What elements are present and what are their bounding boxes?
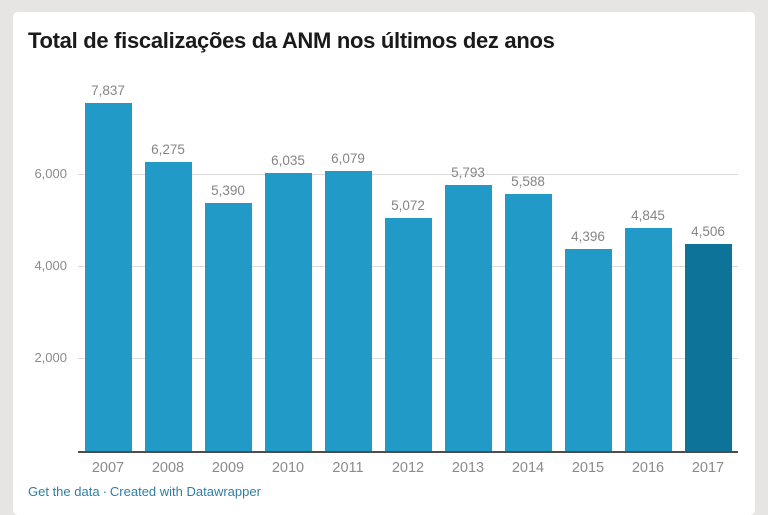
y-tick-label: 2,000 xyxy=(34,350,67,365)
bar-group: 4,396 xyxy=(558,83,618,451)
bar-group: 6,275 xyxy=(138,83,198,451)
bar[interactable] xyxy=(444,184,492,451)
x-tick-label: 2011 xyxy=(332,460,364,476)
bar-value-label: 5,588 xyxy=(511,173,545,189)
x-tick-label: 2014 xyxy=(511,460,545,476)
bar-group: 5,072 xyxy=(378,83,438,451)
x-tick-label: 2017 xyxy=(691,460,725,476)
y-tick-label: 6,000 xyxy=(34,166,67,181)
bar-group: 6,079 xyxy=(318,83,378,451)
bar[interactable] xyxy=(144,162,192,451)
bar[interactable] xyxy=(204,203,252,451)
get-the-data-link[interactable]: Get the data xyxy=(28,484,100,499)
bar[interactable] xyxy=(324,171,372,451)
bar-group: 4,506 xyxy=(678,83,738,451)
bar-group: 5,390 xyxy=(198,83,258,451)
bar[interactable] xyxy=(504,193,552,451)
x-tick-label: 2008 xyxy=(151,460,185,476)
x-tick-label: 2010 xyxy=(271,460,305,476)
bar[interactable] xyxy=(384,217,432,451)
bar-value-label: 5,072 xyxy=(391,197,425,213)
chart-card: Total de fiscalizações da ANM nos último… xyxy=(13,12,755,515)
bar-group: 7,837 xyxy=(78,83,138,451)
bar-value-label: 4,845 xyxy=(631,208,665,224)
bar[interactable] xyxy=(264,173,312,451)
x-tick-label: 2007 xyxy=(91,460,125,476)
bars: 7,837 6,275 5,390 6,035 6,079 5,072 5,793 5,588… xyxy=(78,83,738,451)
plot-area: 2,000 4,000 6,000 7,837 6,275 5,390 6,035 6,07… xyxy=(34,83,738,453)
x-tick-label: 2016 xyxy=(631,460,665,476)
bar-value-label: 5,793 xyxy=(451,164,485,180)
bar-group: 5,793 xyxy=(438,83,498,451)
bar-group: 6,035 xyxy=(258,83,318,451)
bar-value-label: 6,275 xyxy=(151,142,185,158)
bar-value-label: 5,390 xyxy=(211,183,245,199)
bar[interactable] xyxy=(84,103,132,451)
bar[interactable] xyxy=(684,243,732,451)
bar-value-label: 6,079 xyxy=(331,151,365,167)
bar[interactable] xyxy=(624,228,672,451)
bar-value-label: 4,506 xyxy=(691,223,725,239)
x-axis-labels: 2007 2008 2009 2010 2011 2012 2013 2014 2015 2016… xyxy=(78,453,738,476)
datawrapper-credit-link[interactable]: Created with Datawrapper xyxy=(109,484,261,499)
footer-separator: · xyxy=(102,484,107,499)
bar-chart: 2,000 4,000 6,000 7,837 6,275 5,390 6,035 6,07… xyxy=(28,83,740,476)
chart-footer: Get the data · Created with Datawrapper xyxy=(28,484,740,499)
x-tick-label: 2012 xyxy=(391,460,425,476)
bar-value-label: 6,035 xyxy=(271,153,305,169)
bar-value-label: 4,396 xyxy=(571,228,605,244)
bar-value-label: 7,837 xyxy=(91,83,125,98)
y-tick-label: 4,000 xyxy=(34,258,67,273)
bar-group: 5,588 xyxy=(498,83,558,451)
x-tick-label: 2015 xyxy=(571,460,605,476)
bar[interactable] xyxy=(564,248,612,451)
gridline: 6,000 xyxy=(34,167,738,181)
chart-title: Total de fiscalizações da ANM nos último… xyxy=(28,28,555,53)
x-tick-label: 2009 xyxy=(211,460,245,476)
bar-group: 4,845 xyxy=(618,83,678,451)
x-tick-label: 2013 xyxy=(451,460,485,476)
